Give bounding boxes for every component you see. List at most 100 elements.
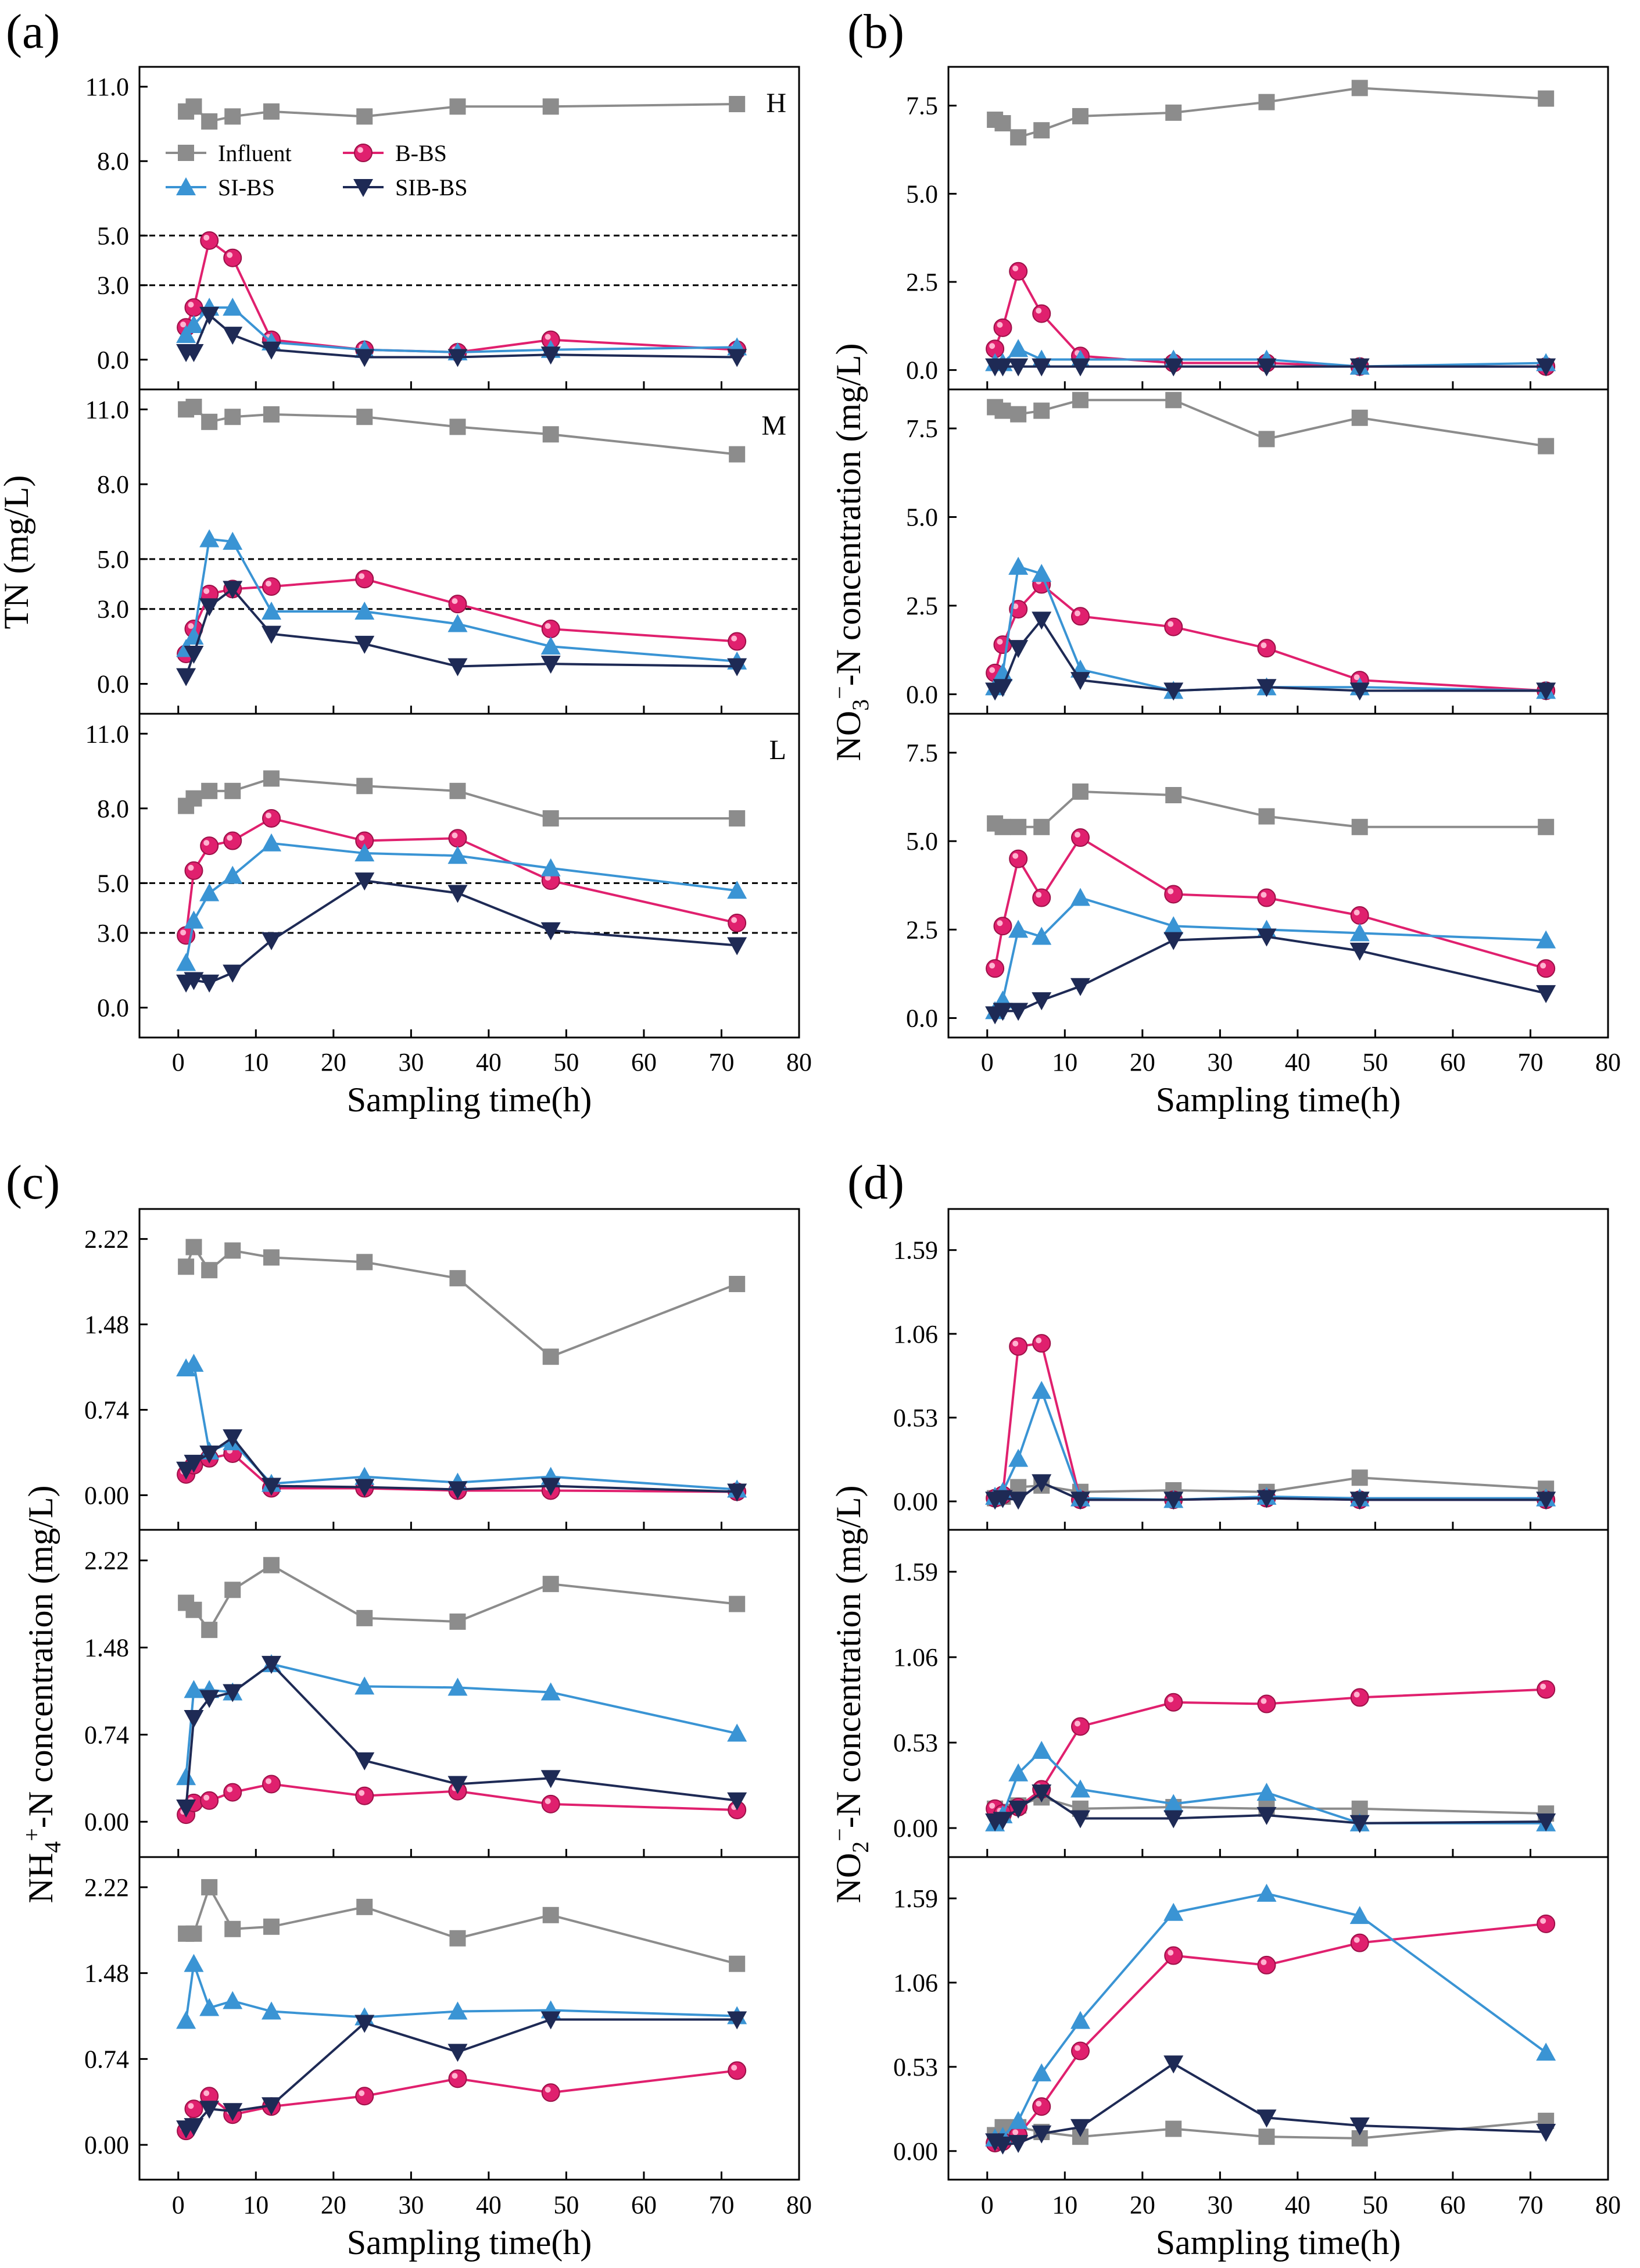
data-point bbox=[199, 1690, 220, 1708]
data-point-highlight bbox=[1075, 832, 1080, 838]
data-point bbox=[1536, 1813, 1556, 1831]
data-point bbox=[1165, 104, 1182, 121]
panel-d: (d) NO2−-N concentration (mg/L) 0 10 20 30 40 5… bbox=[826, 1156, 1621, 2262]
data-point bbox=[727, 1792, 747, 1811]
data-point bbox=[1032, 926, 1052, 945]
plot-frame bbox=[947, 713, 1609, 1039]
series-sib-bs bbox=[985, 611, 1556, 701]
data-point bbox=[224, 108, 241, 125]
data-point bbox=[263, 1557, 280, 1573]
data-point bbox=[1537, 1680, 1556, 1699]
x-tick-label: 70 bbox=[1517, 2191, 1543, 2219]
y-tick-label: 1.48 bbox=[84, 1634, 129, 1662]
data-point-highlight bbox=[1012, 2129, 1019, 2135]
data-point bbox=[542, 1906, 559, 1923]
data-point bbox=[1009, 1337, 1028, 1356]
data-point-highlight bbox=[203, 588, 210, 594]
y-tick-label: 8.0 bbox=[97, 795, 129, 823]
x-tick-label: 60 bbox=[1440, 2191, 1466, 2219]
x-axis-title: Sampling time(h) bbox=[1156, 1081, 1401, 1119]
data-point bbox=[1008, 1800, 1029, 1819]
x-tick-label: 50 bbox=[553, 2191, 579, 2219]
data-point bbox=[184, 910, 204, 929]
data-point bbox=[727, 881, 747, 899]
data-point bbox=[993, 2136, 1013, 2155]
data-point bbox=[184, 2118, 204, 2137]
data-point bbox=[1008, 1448, 1029, 1467]
data-point bbox=[541, 1794, 560, 1813]
data-point-highlight bbox=[1353, 674, 1360, 681]
data-point bbox=[1032, 1380, 1052, 1399]
subplot-3: 0.00 0.53 1.06 1.59 bbox=[893, 1856, 1609, 2181]
data-point bbox=[223, 581, 243, 599]
y-tick-label: 7.5 bbox=[906, 414, 938, 443]
data-point bbox=[176, 325, 196, 344]
data-point bbox=[262, 2097, 281, 2116]
data-point bbox=[1070, 888, 1090, 906]
data-point bbox=[355, 872, 375, 891]
data-point bbox=[1163, 1491, 1184, 1510]
data-point-highlight bbox=[1168, 1949, 1174, 1956]
data-point bbox=[728, 2061, 747, 2080]
data-point bbox=[1538, 818, 1555, 835]
data-point bbox=[263, 1249, 280, 1266]
y-tick-label: 8.0 bbox=[97, 147, 129, 176]
data-point bbox=[1032, 1474, 1052, 1493]
data-point-highlight bbox=[452, 598, 458, 604]
data-point bbox=[184, 1680, 204, 1698]
series-influent bbox=[178, 96, 746, 130]
data-point bbox=[176, 953, 196, 971]
data-point bbox=[1351, 409, 1368, 426]
data-point bbox=[176, 1767, 196, 1786]
data-point bbox=[262, 1478, 281, 1496]
y-tick-label: 0.00 bbox=[893, 2137, 938, 2166]
series-influent bbox=[178, 1879, 746, 1972]
data-point bbox=[993, 679, 1013, 697]
y-tick-label: 1.06 bbox=[893, 1320, 938, 1348]
legend-item-sib-bs: SIB-BS bbox=[343, 174, 468, 201]
data-point bbox=[262, 341, 281, 360]
data-point bbox=[1008, 1491, 1029, 1510]
data-point bbox=[542, 98, 559, 115]
x-tick-label: 80 bbox=[786, 2191, 812, 2219]
data-point bbox=[185, 1601, 202, 1618]
data-point bbox=[449, 1930, 466, 1947]
data-point bbox=[201, 1622, 218, 1639]
data-point bbox=[356, 778, 373, 795]
data-point bbox=[727, 1723, 747, 1742]
data-point-highlight bbox=[731, 917, 737, 923]
data-point bbox=[1032, 1740, 1052, 1759]
data-point-highlight bbox=[1012, 265, 1019, 271]
y-tick-label: 1.59 bbox=[893, 1884, 938, 1913]
subplot-3: 0.0 2.5 5.0 7.5 bbox=[906, 713, 1609, 1039]
data-point bbox=[223, 1684, 243, 1702]
legend-marker bbox=[354, 144, 373, 162]
legend: Influent B-BS SI-BS SIB-BS bbox=[166, 140, 468, 201]
data-point-highlight bbox=[545, 623, 551, 629]
data-point bbox=[447, 846, 468, 864]
data-point-highlight bbox=[203, 840, 210, 846]
data-point bbox=[449, 98, 466, 115]
series-sib-bs bbox=[985, 928, 1556, 1025]
data-point bbox=[1164, 1693, 1183, 1712]
data-point bbox=[728, 632, 747, 651]
x-tick-label: 40 bbox=[1285, 1048, 1310, 1076]
data-point bbox=[185, 98, 202, 115]
data-point bbox=[1165, 787, 1182, 804]
plot-frame bbox=[138, 1856, 800, 2181]
x-tick-label: 10 bbox=[243, 1048, 268, 1076]
data-point-highlight bbox=[359, 835, 365, 841]
data-point bbox=[1256, 358, 1277, 377]
panel-label: (c) bbox=[6, 1156, 60, 1210]
data-point bbox=[1349, 682, 1370, 701]
y-tick-label: 0.00 bbox=[84, 2131, 129, 2159]
data-point-highlight bbox=[203, 1794, 210, 1801]
data-point bbox=[262, 932, 281, 950]
data-point bbox=[1032, 2125, 1052, 2144]
legend-label: SIB-BS bbox=[395, 174, 468, 201]
data-point bbox=[1163, 2055, 1184, 2074]
panel-label: (b) bbox=[847, 5, 904, 59]
data-point bbox=[1536, 2123, 1556, 2142]
y-tick-label: 2.5 bbox=[906, 268, 938, 296]
data-point-highlight bbox=[1036, 892, 1042, 898]
